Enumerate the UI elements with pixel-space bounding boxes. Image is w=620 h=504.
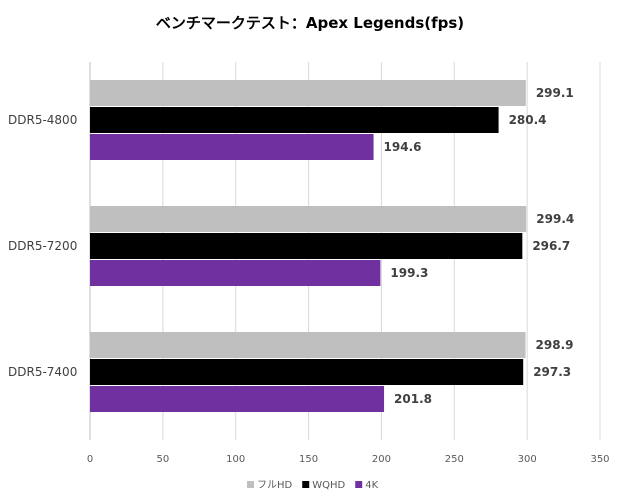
data-label: 296.7 — [532, 239, 570, 253]
data-label: 201.8 — [394, 392, 432, 406]
bar — [90, 134, 374, 160]
category-label: DDR5-7400 — [8, 365, 77, 379]
x-tick-label: 100 — [226, 454, 245, 465]
category-label: DDR5-7200 — [8, 239, 77, 253]
x-tick-label: 300 — [518, 454, 537, 465]
bar — [90, 80, 526, 106]
legend-swatch — [247, 481, 254, 488]
bar — [90, 359, 524, 385]
data-label: 299.1 — [536, 86, 574, 100]
legend-label: WQHD — [312, 480, 345, 491]
data-label: 194.6 — [384, 140, 422, 154]
legend-label: フルHD — [257, 480, 293, 491]
data-label: 280.4 — [509, 113, 547, 127]
bar — [90, 260, 381, 286]
x-tick-label: 50 — [156, 454, 169, 465]
category-label: DDR5-4800 — [8, 113, 77, 127]
legend-swatch — [355, 481, 363, 488]
x-tick-label: 150 — [299, 454, 318, 465]
bar — [90, 206, 527, 232]
data-label: 297.3 — [533, 365, 571, 379]
data-label: 199.3 — [390, 266, 428, 280]
bar — [90, 107, 499, 133]
x-tick-label: 250 — [445, 454, 464, 465]
chart-title: ベンチマークテスト：Apex Legends(fps) — [156, 14, 464, 32]
x-tick-label: 350 — [590, 454, 609, 465]
bar — [90, 332, 526, 358]
legend-label: 4K — [365, 480, 378, 491]
bar — [90, 386, 385, 412]
legend-swatch — [302, 481, 310, 488]
x-tick-label: 0 — [87, 454, 93, 465]
data-label: 299.4 — [536, 212, 574, 226]
x-tick-label: 200 — [372, 454, 391, 465]
data-label: 298.9 — [536, 338, 574, 352]
bar — [90, 233, 523, 259]
